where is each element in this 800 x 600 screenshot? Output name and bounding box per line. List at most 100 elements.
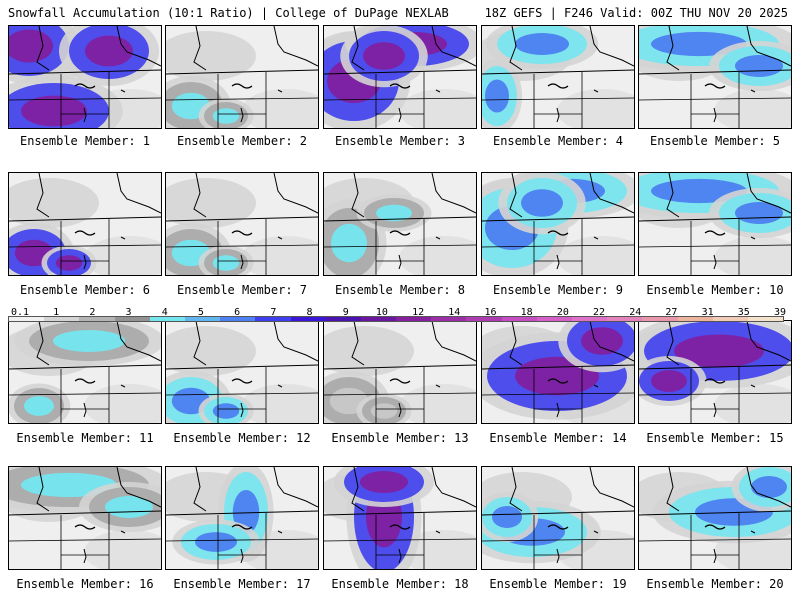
colorbar-tick-label: 20 <box>556 307 569 318</box>
ensemble-member-label: Ensemble Member: 5 <box>649 134 781 148</box>
snowfall-map <box>324 321 476 423</box>
colorbar-tick-label: 2 <box>89 307 96 318</box>
colorbar-tick-label: 35 <box>737 307 750 318</box>
snowfall-map <box>482 321 634 423</box>
colorbar-swatch <box>325 317 361 321</box>
ensemble-member-map <box>481 25 635 129</box>
snowfall-map <box>9 173 161 275</box>
colorbar-tick-label: 12 <box>412 307 425 318</box>
ensemble-member-map <box>8 172 162 276</box>
colorbar-swatch <box>431 317 467 321</box>
ensemble-member-map <box>638 172 792 276</box>
colorbar-tick-label: 7 <box>270 307 277 318</box>
colorbar-swatch <box>360 317 397 321</box>
colorbar-tick-label: 14 <box>448 307 461 318</box>
colorbar-labels: 0.1 1 2 3 4 5 6 7 8 9 10 12 14 16 18 20 22 24 27 31 35 39 <box>8 307 787 319</box>
ensemble-member-map <box>638 320 792 424</box>
ensemble-member-label: Ensemble Member: 7 <box>176 283 308 297</box>
ensemble-member-label: Ensemble Member: 15 <box>646 431 784 445</box>
ensemble-member-map <box>323 320 477 424</box>
colorbar-tick-label: 8 <box>306 307 313 318</box>
colorbar-swatch <box>396 317 432 321</box>
snowfall-map <box>9 26 161 128</box>
ensemble-member-label: Ensemble Member: 14 <box>489 431 627 445</box>
ensemble-member-map <box>323 466 477 570</box>
colorbar-tick-label: 9 <box>342 307 349 318</box>
snowfall-map <box>9 321 161 423</box>
ensemble-member-label: Ensemble Member: 9 <box>492 283 624 297</box>
colorbar-swatch <box>149 317 185 321</box>
ensemble-member-label: Ensemble Member: 13 <box>331 431 469 445</box>
colorbar-swatch <box>536 317 572 321</box>
colorbar-tick-label: 4 <box>161 307 168 318</box>
ensemble-member-label: Ensemble Member: 19 <box>489 577 627 591</box>
ensemble-member-label: Ensemble Member: 18 <box>331 577 469 591</box>
colorbar-tick-label: 18 <box>520 307 533 318</box>
ensemble-member-map <box>323 25 477 129</box>
ensemble-member-map <box>323 172 477 276</box>
colorbar-swatch <box>466 317 502 321</box>
colorbar-swatches <box>8 316 784 322</box>
colorbar-swatch <box>642 317 678 321</box>
snowfall-map <box>324 173 476 275</box>
colorbar-tick-label: 10 <box>375 307 388 318</box>
ensemble-member-label: Ensemble Member: 16 <box>16 577 154 591</box>
colorbar-swatch <box>572 317 608 321</box>
colorbar-tick-label: 1 <box>53 307 60 318</box>
ensemble-member-map <box>165 25 319 129</box>
snowfall-map <box>166 26 318 128</box>
colorbar-swatch <box>607 317 643 321</box>
ensemble-member-label: Ensemble Member: 3 <box>334 134 466 148</box>
snowfall-map <box>324 467 476 569</box>
ensemble-member-map <box>165 320 319 424</box>
ensemble-member-map <box>8 25 162 129</box>
colorbar-tick-label: 5 <box>197 307 204 318</box>
ensemble-member-map <box>8 320 162 424</box>
snowfall-map <box>639 467 791 569</box>
colorbar-tick-label: 6 <box>234 307 241 318</box>
colorbar-tick-label: 39 <box>773 307 787 318</box>
ensemble-member-label: Ensemble Member: 17 <box>173 577 311 591</box>
ensemble-member-map <box>8 466 162 570</box>
snowfall-map <box>166 467 318 569</box>
snowfall-map <box>482 467 634 569</box>
run-valid-time: 18Z GEFS | F246 Valid: 00Z THU NOV 20 20… <box>484 6 788 20</box>
ensemble-member-label: Ensemble Member: 11 <box>16 431 154 445</box>
ensemble-member-map <box>165 466 319 570</box>
ensemble-member-map <box>481 172 635 276</box>
ensemble-member-label: Ensemble Member: 6 <box>19 283 151 297</box>
colorbar-swatch <box>9 317 45 321</box>
colorbar-swatch <box>677 317 713 321</box>
ensemble-member-label: Ensemble Member: 20 <box>646 577 784 591</box>
colorbar-swatch <box>255 317 291 321</box>
colorbar-tick-label: 22 <box>593 307 606 318</box>
colorbar-tick-label: 24 <box>629 307 642 318</box>
snowfall-colorbar: 0.1 1 2 3 4 5 6 7 8 9 10 12 14 16 18 20 22 24 27 31 35 39 <box>8 307 787 327</box>
snowfall-map <box>166 173 318 275</box>
ensemble-member-label: Ensemble Member: 8 <box>334 283 466 297</box>
ensemble-member-label: Ensemble Member: 10 <box>646 283 784 297</box>
snowfall-map <box>639 26 791 128</box>
colorbar-swatch <box>79 317 115 321</box>
colorbar-swatch <box>290 317 326 321</box>
ensemble-member-map <box>481 320 635 424</box>
colorbar-swatch <box>44 317 80 321</box>
colorbar-swatch <box>712 317 748 321</box>
snowfall-map <box>482 26 634 128</box>
colorbar-swatch <box>220 317 256 321</box>
colorbar-tick-label: 31 <box>701 307 714 318</box>
snowfall-map <box>639 321 791 423</box>
ensemble-member-map <box>165 172 319 276</box>
colorbar-tick-label: 16 <box>484 307 497 318</box>
colorbar-swatch <box>747 317 784 321</box>
colorbar-swatch <box>501 317 537 321</box>
map-title: Snowfall Accumulation (10:1 Ratio) | Col… <box>8 6 449 20</box>
ensemble-member-label: Ensemble Member: 2 <box>176 134 308 148</box>
ensemble-member-label: Ensemble Member: 1 <box>19 134 151 148</box>
snowfall-map <box>166 321 318 423</box>
colorbar-tick-label: 3 <box>125 307 132 318</box>
colorbar-tick-label: 0.1 <box>10 307 30 318</box>
snowfall-map <box>9 467 161 569</box>
colorbar-swatch <box>114 317 150 321</box>
colorbar-swatch <box>184 317 221 321</box>
